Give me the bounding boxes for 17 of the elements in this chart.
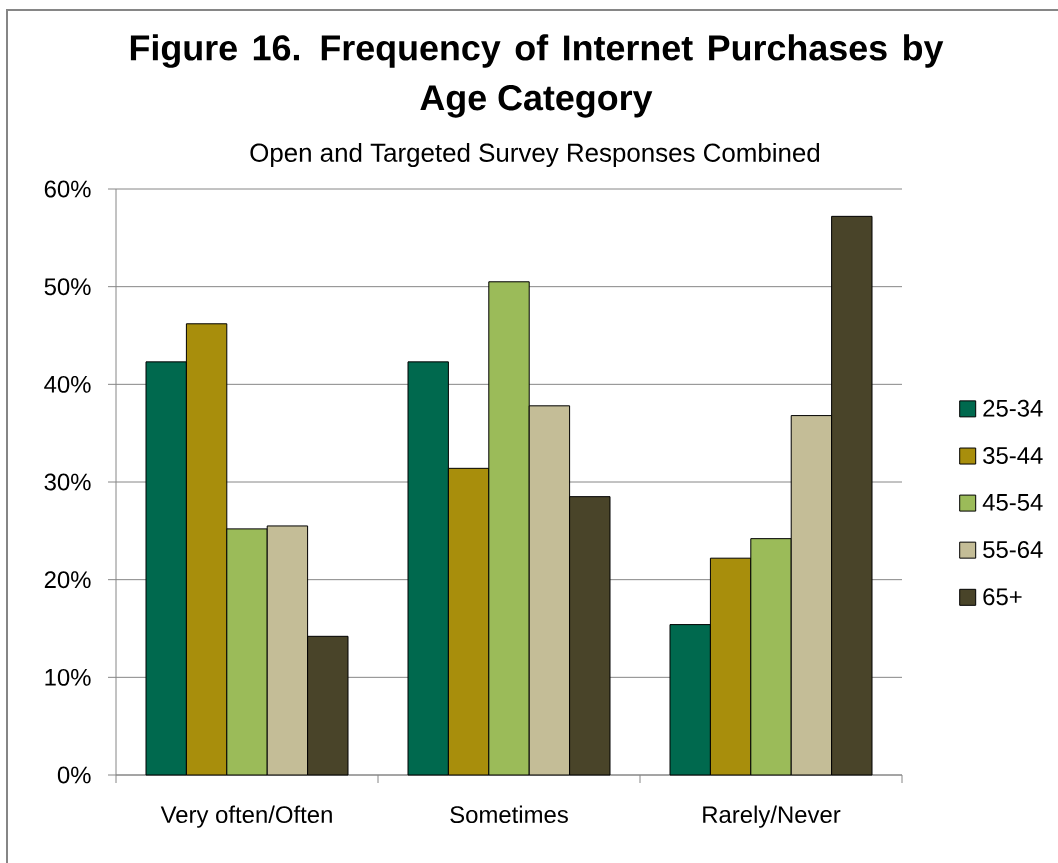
legend-label: 45-54 bbox=[982, 494, 1043, 511]
y-tick-label: 40% bbox=[44, 375, 91, 393]
legend-label: 65+ bbox=[983, 588, 1022, 606]
x-tick-label: Rarely/Never bbox=[703, 805, 841, 828]
y-tick-label: 30% bbox=[44, 473, 91, 491]
y-tick-label: 50% bbox=[44, 278, 91, 296]
chart-subtitle: Open and Targeted Survey Responses Combined bbox=[250, 142, 820, 168]
y-tick-label: 60% bbox=[44, 180, 91, 198]
legend-label: 55-64 bbox=[983, 541, 1043, 558]
y-tick-label: 0% bbox=[57, 766, 91, 784]
x-tick-label: Very often/Often bbox=[160, 805, 332, 828]
y-tick-label: 10% bbox=[45, 668, 91, 686]
chart-title: Figure 16. Frequency of Internet Purchases by Age Category bbox=[130, 34, 944, 118]
y-tick-label: 20% bbox=[44, 571, 91, 589]
legend-label: 25-34 bbox=[983, 399, 1043, 417]
x-tick-label: Sometimes bbox=[450, 805, 568, 824]
legend-label: 35-44 bbox=[983, 446, 1043, 464]
